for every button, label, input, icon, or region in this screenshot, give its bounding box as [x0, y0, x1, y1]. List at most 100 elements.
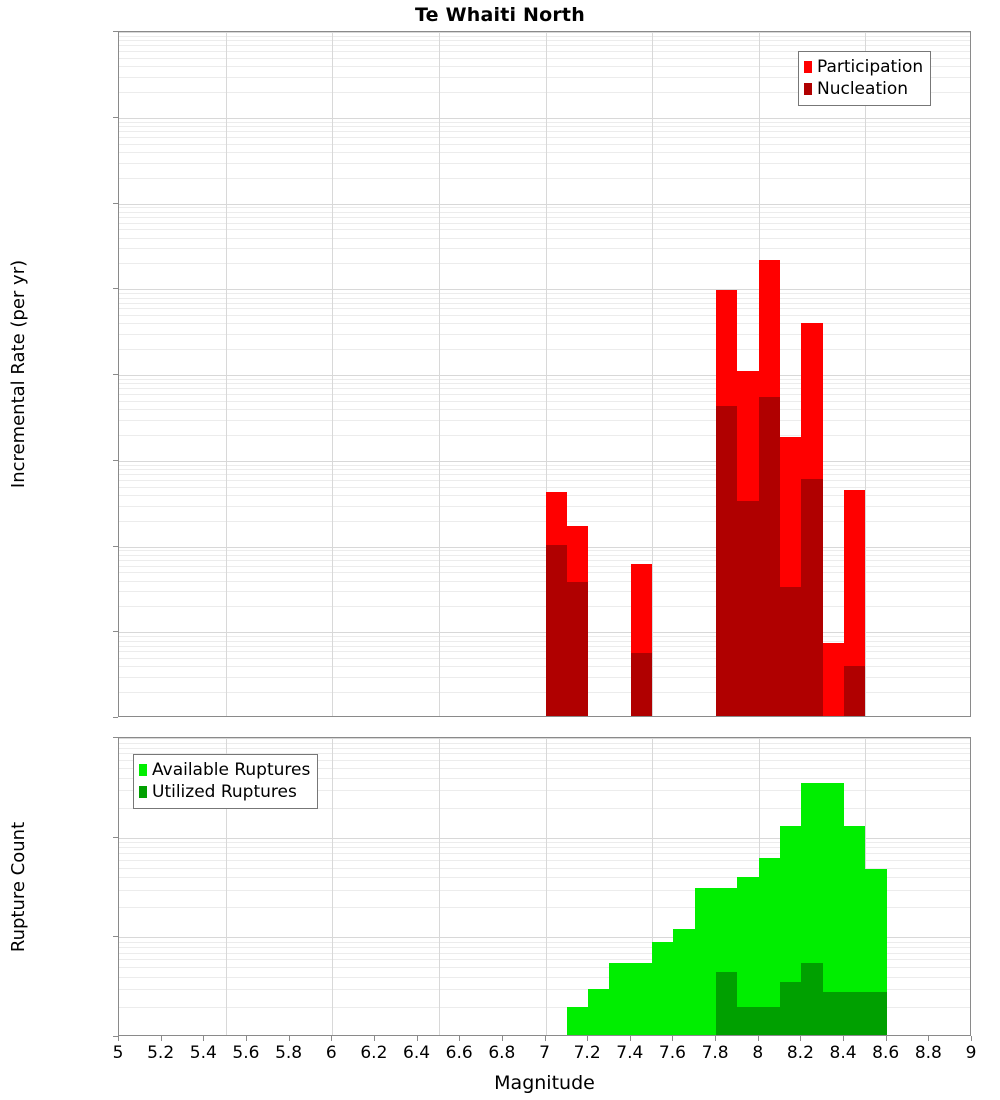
y-tick-mark — [113, 117, 118, 118]
gridline — [119, 581, 970, 582]
gridline — [119, 641, 970, 642]
y-tick-mark — [113, 936, 118, 937]
x-tick-mark — [843, 1036, 844, 1041]
gridline — [119, 379, 970, 380]
bar — [844, 738, 887, 1035]
gridline — [119, 77, 970, 78]
bar — [758, 32, 781, 716]
x-tick-label: 5.2 — [147, 1043, 175, 1063]
legend-label-nucleation: Nucleation — [817, 78, 909, 99]
x-tick-label: 8.6 — [872, 1043, 900, 1063]
gridline — [119, 753, 970, 754]
gridline — [226, 738, 227, 1035]
gridline — [119, 953, 970, 954]
gridline — [119, 131, 970, 132]
x-tick-label: 7.2 — [573, 1043, 601, 1063]
gridline — [119, 152, 970, 153]
gridline — [119, 591, 970, 592]
gridline — [119, 937, 970, 938]
gridline — [119, 646, 970, 647]
bar-segment-nucleation — [566, 581, 589, 716]
x-tick-mark — [672, 1036, 673, 1041]
gridline — [119, 308, 970, 309]
gridline — [119, 566, 970, 567]
gridline — [226, 32, 227, 716]
legend-item-available-ruptures: Available Ruptures — [139, 759, 310, 781]
bar — [780, 32, 802, 716]
legend-label-available-ruptures: Available Ruptures — [152, 759, 311, 780]
gridline — [119, 847, 970, 848]
gridline — [119, 45, 970, 46]
x-tick-label: 7.4 — [616, 1043, 644, 1063]
gridline — [546, 738, 547, 1035]
x-tick-mark — [161, 1036, 162, 1041]
legend-label-participation: Participation — [817, 56, 924, 77]
gridline — [119, 959, 970, 960]
y-tick-mark — [113, 203, 118, 204]
gridline — [119, 778, 970, 779]
gridline — [119, 560, 970, 561]
y-tick-mark — [113, 631, 118, 632]
gridline — [439, 32, 440, 716]
gridline — [119, 334, 970, 335]
gridline — [119, 506, 970, 507]
x-tick-label: 6.4 — [403, 1043, 431, 1063]
gridline — [865, 32, 866, 716]
available-ruptures-swatch-icon — [139, 764, 147, 776]
gridline — [119, 163, 970, 164]
gridline — [119, 122, 970, 123]
y-tick-mark — [113, 737, 118, 738]
gridline — [119, 229, 970, 230]
bar-segment-nucleation — [780, 586, 802, 716]
gridline — [119, 238, 970, 239]
y-tick-mark — [113, 460, 118, 461]
x-tick-mark — [715, 1036, 716, 1041]
top-axis-y-label: Incremental Rate (per yr) — [8, 259, 29, 489]
nucleation-swatch-icon — [804, 83, 812, 95]
gridline — [119, 212, 970, 213]
gridline — [119, 808, 970, 809]
gridline — [119, 521, 970, 522]
legend-item-nucleation: Nucleation — [804, 78, 923, 100]
x-tick-label: 9 — [965, 1043, 977, 1063]
gridline — [119, 480, 970, 481]
gridline — [119, 51, 970, 52]
y-tick-mark — [113, 717, 118, 718]
x-tick-mark — [971, 1036, 972, 1041]
gridline — [652, 32, 653, 716]
bar-segment-nucleation — [758, 397, 781, 716]
gridline — [119, 92, 970, 93]
x-tick-mark — [758, 1036, 759, 1041]
gridline — [119, 907, 970, 908]
page-title: Te Whaiti North — [415, 4, 585, 26]
gridline — [652, 738, 653, 1035]
gridline — [119, 838, 970, 839]
x-tick-mark — [203, 1036, 204, 1041]
gridline — [119, 207, 970, 208]
gridline — [119, 632, 970, 633]
gridline — [332, 32, 333, 716]
x-tick-mark — [331, 1036, 332, 1041]
x-tick-mark — [928, 1036, 929, 1041]
gridline — [119, 388, 970, 389]
gridline — [119, 58, 970, 59]
gridline — [119, 977, 970, 978]
bar — [844, 32, 866, 716]
gridline — [119, 375, 970, 376]
bar-segment-nucleation — [844, 666, 866, 716]
bar — [716, 32, 738, 716]
bar-segment-nucleation — [545, 544, 567, 716]
gridline — [119, 555, 970, 556]
gridline — [119, 547, 970, 548]
gridline — [119, 692, 970, 693]
gridline — [119, 289, 970, 290]
gridline — [119, 768, 970, 769]
x-tick-mark — [587, 1036, 588, 1041]
y-tick-mark — [113, 1036, 118, 1037]
x-tick-mark — [246, 1036, 247, 1041]
y-tick-mark — [113, 288, 118, 289]
gridline — [119, 487, 970, 488]
gridline — [119, 32, 970, 33]
x-tick-mark — [630, 1036, 631, 1041]
x-tick-label: 8.2 — [786, 1043, 814, 1063]
